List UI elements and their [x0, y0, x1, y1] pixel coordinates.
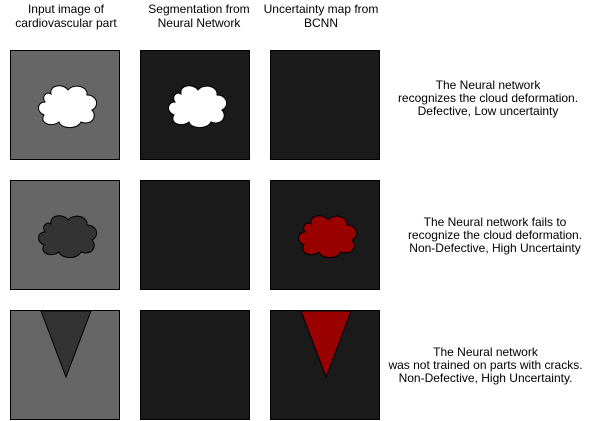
cloud-segmentation-white	[168, 85, 228, 129]
row2-segmentation-panel	[140, 180, 250, 290]
row3-input-panel	[10, 310, 120, 420]
cloud-defect-white	[38, 85, 98, 129]
row3-segmentation-panel	[140, 310, 250, 420]
row1-input-panel	[10, 50, 120, 160]
row1-description: The Neural network recognizes the cloud …	[397, 78, 579, 118]
row2-input-panel	[10, 180, 120, 290]
row1-segmentation-panel	[140, 50, 250, 160]
header-uncertainty-map: Uncertainty map from BCNN	[263, 2, 379, 30]
row3-uncertainty-panel	[270, 310, 380, 420]
header-segmentation: Segmentation from Neural Network	[148, 2, 250, 30]
row2-uncertainty-panel	[270, 180, 380, 290]
row3-description: The Neural network was not trained on pa…	[388, 345, 583, 385]
row1-uncertainty-panel	[270, 50, 380, 160]
cloud-uncertainty-red	[298, 215, 358, 259]
row2-description: The Neural network fails to recognize th…	[407, 215, 583, 255]
crack-defect-dark	[40, 311, 92, 379]
header-input-image: Input image of cardiovascular part	[15, 2, 117, 30]
crack-uncertainty-red	[300, 311, 352, 379]
cloud-defect-dark	[38, 215, 98, 259]
